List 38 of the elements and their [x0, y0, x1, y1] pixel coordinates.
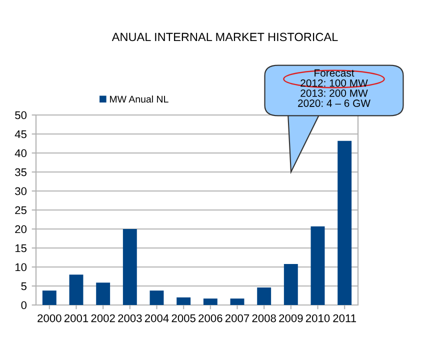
- bar: [122, 229, 137, 305]
- y-tick-label: 15: [15, 244, 27, 252]
- chart-title: ANUAL INTERNAL MARKET HISTORICAL: [112, 32, 338, 42]
- x-tick-label: 2003: [118, 314, 142, 322]
- bar: [203, 298, 218, 305]
- bar: [257, 288, 272, 305]
- y-tick-label: 40: [14, 149, 27, 158]
- x-tick-label: 2001: [64, 314, 88, 322]
- text: Forecast 2012: 100 MW 2013: 200 MW 2020: 4 – 6 GW: [298, 69, 370, 107]
- y-tick-label: 0: [21, 301, 27, 310]
- y-tick-label: 5: [21, 282, 27, 290]
- y-tick-label: 35: [15, 168, 27, 176]
- bar: [150, 290, 164, 305]
- y-tick-label: 20: [15, 225, 27, 234]
- x-tick-label: 2011: [333, 314, 356, 322]
- bar: [96, 282, 110, 305]
- y-tick-label: 10: [15, 263, 27, 272]
- bar: [310, 226, 325, 305]
- y-tick-label: 45: [14, 130, 27, 138]
- x-tick-label: 2006: [198, 314, 222, 322]
- bar: [284, 264, 298, 305]
- x-tick-label: 2002: [91, 314, 115, 322]
- y-tick-label: 25: [15, 206, 27, 214]
- x-tick-label: 2009: [279, 314, 303, 322]
- x-tick-label: 2010: [306, 314, 330, 322]
- x-tick-label: 2008: [252, 314, 276, 322]
- bar: [176, 297, 191, 305]
- y-tick-label: 50: [15, 111, 27, 120]
- x-tick-label: 2007: [225, 314, 250, 322]
- y-tick-label: 30: [15, 187, 27, 196]
- x-tick-label: 2005: [172, 314, 196, 322]
- x-tick-label: 2004: [144, 314, 169, 322]
- bar: [230, 298, 244, 305]
- bar: [42, 290, 56, 305]
- bar: [69, 274, 84, 305]
- x-tick-label: 2000: [38, 314, 62, 322]
- legend-label: MW Anual NL: [110, 95, 168, 103]
- bar: [338, 140, 352, 305]
